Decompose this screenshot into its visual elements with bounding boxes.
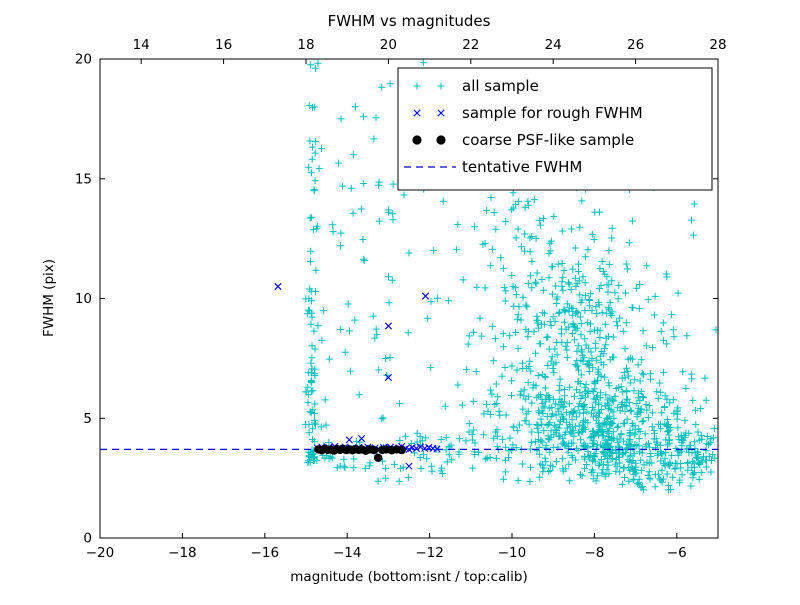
x-tick-label-top: 28 — [709, 37, 726, 53]
x-tick-label-bottom: −10 — [498, 545, 527, 561]
x-tick-label-top: 16 — [215, 37, 232, 53]
legend-label-rough-fwhm: sample for rough FWHM — [462, 104, 643, 122]
legend-label-coarse-psf: coarse PSF-like sample — [462, 131, 634, 149]
legend-x-marker-icon — [413, 109, 445, 117]
x-tick-label-top: 26 — [627, 37, 644, 53]
y-axis-label: FWHM (pix) — [41, 259, 57, 337]
axis-tick-labels: −20 −18 −16 −14 −12 −10 −8 −6 14 16 18 20 22 24 26 28 0 5… — [75, 37, 727, 561]
y-tick-label: 0 — [83, 531, 92, 547]
y-tick-label: 5 — [83, 411, 92, 427]
coarse-psf-marker — [397, 445, 406, 455]
x-tick-label-bottom: −6 — [667, 545, 687, 561]
y-tick-label: 15 — [75, 172, 92, 188]
axis-ticks — [99, 58, 719, 539]
x-tick-label-top: 14 — [133, 37, 150, 53]
legend-markers — [404, 82, 456, 168]
x-tick-label-top: 18 — [297, 37, 314, 53]
x-tick-label-bottom: −14 — [333, 545, 362, 561]
legend-circle-marker-icon — [412, 135, 422, 145]
x-tick-label-bottom: −18 — [168, 545, 197, 561]
chart-title: FWHM vs magnitudes — [328, 12, 491, 30]
legend-label-all-sample: all sample — [462, 77, 539, 95]
legend-plus-marker-icon — [413, 82, 445, 90]
x-tick-label-bottom: −20 — [86, 545, 115, 561]
y-tick-label: 20 — [75, 52, 92, 68]
coarse-psf-marker — [369, 445, 379, 455]
data-layer — [100, 59, 718, 494]
x-axis-label: magnitude (bottom:isnt / top:calib) — [290, 569, 527, 585]
y-tick-label: 10 — [75, 291, 92, 307]
legend-circle-marker-icon — [436, 135, 446, 145]
legend-label-tentative: tentative FWHM — [462, 158, 582, 176]
x-tick-label-bottom: −16 — [251, 545, 280, 561]
x-tick-label-bottom: −8 — [584, 545, 604, 561]
x-tick-label-top: 24 — [545, 37, 562, 53]
x-tick-label-bottom: −12 — [415, 545, 444, 561]
scatter-coarse-psf — [314, 444, 406, 462]
x-tick-label-top: 20 — [380, 37, 397, 53]
legend-box — [397, 67, 713, 191]
x-tick-label-top: 22 — [462, 37, 479, 53]
legend: all sample sample for rough FWHM coarse … — [397, 67, 713, 191]
coarse-psf-marker — [373, 453, 383, 462]
